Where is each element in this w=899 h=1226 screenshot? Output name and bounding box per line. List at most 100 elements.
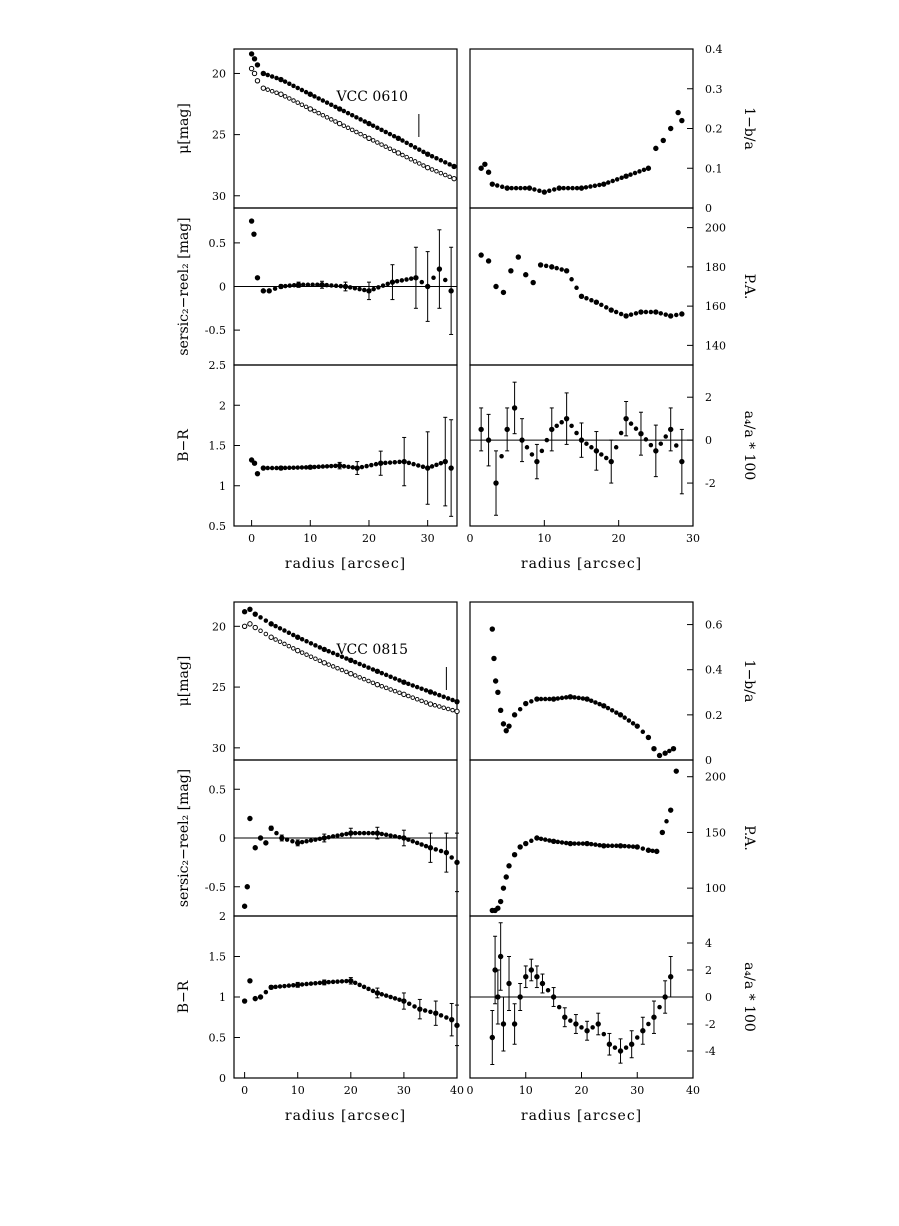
data-point [354, 465, 360, 471]
y-tick-label: 0 [705, 991, 712, 1004]
data-point [348, 671, 354, 677]
data-point [500, 1021, 507, 1027]
data-point [597, 182, 602, 188]
data-point [623, 173, 629, 179]
data-point [320, 464, 326, 469]
data-point [366, 135, 372, 141]
data-point [599, 452, 604, 457]
data-point [251, 56, 258, 62]
data-point [395, 150, 402, 156]
data-point [252, 845, 258, 851]
y-tick-label: 25 [212, 129, 226, 142]
data-point [291, 98, 296, 103]
data-point [251, 231, 257, 237]
data-point [387, 460, 393, 465]
data-point [333, 283, 339, 289]
data-point [295, 634, 301, 640]
data-point [258, 628, 263, 634]
data-point [252, 995, 258, 1002]
y-tick-label: 0.2 [705, 123, 723, 136]
y-tick-label: 2 [219, 399, 226, 412]
data-point [252, 611, 258, 617]
data-point [519, 437, 525, 443]
data-point [366, 830, 371, 836]
data-point [417, 1006, 423, 1012]
data-point [357, 675, 362, 680]
data-point [580, 841, 586, 846]
data-point [354, 115, 359, 120]
data-point [534, 458, 540, 465]
data-point [352, 673, 358, 678]
panel-frame [233, 915, 458, 1079]
y-tick-label: 2 [705, 391, 712, 404]
data-point [574, 285, 579, 291]
data-point [383, 460, 388, 466]
data-point [352, 830, 358, 836]
data-point [493, 283, 499, 290]
series-b-r [241, 977, 460, 1047]
data-point [268, 634, 274, 640]
data-point [316, 464, 321, 470]
data-point [437, 692, 442, 698]
data-point [429, 167, 435, 172]
data-point [643, 437, 649, 442]
panel-vcc-0815-ellipticity: 0 0.2 0.4 0.6 1−b/a [469, 601, 757, 767]
data-point [500, 289, 507, 296]
data-point [304, 652, 309, 657]
data-point [526, 185, 533, 191]
data-point [511, 712, 518, 718]
data-point [485, 258, 492, 264]
data-point [336, 462, 343, 469]
data-point [421, 149, 426, 155]
data-point [247, 815, 253, 822]
data-point [504, 426, 510, 433]
data-point [254, 62, 261, 68]
data-point [609, 843, 615, 849]
data-point [584, 296, 589, 301]
data-point [366, 288, 372, 294]
data-point [549, 426, 555, 433]
data-point [438, 460, 444, 466]
data-point [361, 984, 367, 990]
data-point [388, 994, 393, 1000]
data-point [609, 708, 615, 713]
data-point [592, 183, 598, 188]
data-point [307, 464, 313, 470]
data-point [576, 695, 581, 701]
data-point [429, 464, 435, 469]
data-point [638, 309, 644, 315]
data-point [283, 283, 288, 289]
data-point [269, 74, 275, 79]
data-point [500, 885, 507, 891]
data-point [401, 691, 407, 698]
data-point [312, 464, 317, 470]
x-axis-label: radius [arcsec] [285, 556, 406, 572]
data-point [410, 839, 416, 844]
y-tick-label: -0.5 [205, 324, 226, 337]
data-point [511, 405, 518, 411]
data-point [645, 165, 652, 171]
series-b [241, 621, 460, 715]
data-point [304, 639, 309, 644]
data-point [414, 684, 420, 690]
y-tick-label: 2 [705, 964, 712, 977]
data-point [554, 265, 559, 271]
data-point [286, 630, 292, 636]
data-point [333, 119, 338, 124]
data-point [304, 981, 309, 987]
data-point [388, 674, 393, 679]
data-point [282, 641, 287, 647]
data-point [406, 1001, 412, 1007]
data-point [601, 181, 607, 187]
data-point [509, 185, 514, 191]
panel-vcc-0815-sersic-residual: -0.5 0 0.5 sersic₂−reel₂ [mag] [176, 759, 460, 917]
data-point [559, 267, 564, 272]
y-tick-label: 1 [219, 480, 226, 493]
data-point [274, 830, 279, 836]
x-tick-label: 0 [241, 1084, 248, 1097]
data-point [489, 626, 495, 632]
data-point [279, 835, 285, 841]
data-point [506, 723, 512, 729]
data-point [529, 452, 535, 457]
